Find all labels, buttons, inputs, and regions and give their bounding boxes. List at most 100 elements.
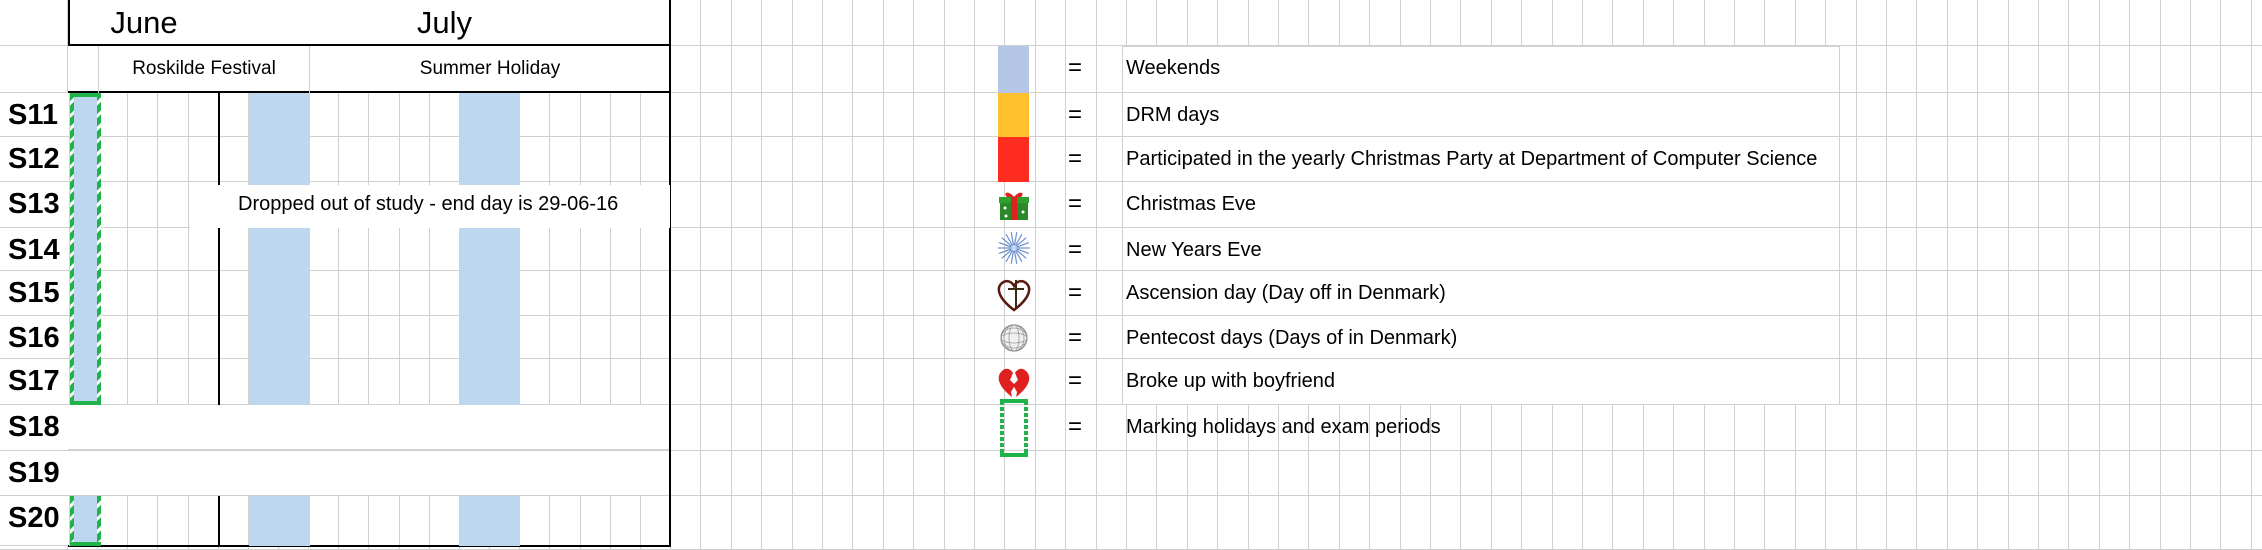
grid-cell[interactable] xyxy=(884,316,914,359)
grid-cell[interactable] xyxy=(2252,496,2262,550)
grid-cell[interactable] xyxy=(914,0,945,46)
grid-cell[interactable] xyxy=(1948,359,1978,405)
grid-cell[interactable] xyxy=(945,137,975,182)
grid-cell[interactable] xyxy=(158,316,189,359)
grid-cell[interactable] xyxy=(309,93,339,137)
grid-cell[interactable] xyxy=(550,359,581,405)
grid-cell[interactable] xyxy=(2039,359,2069,405)
grid-cell[interactable] xyxy=(1249,451,1279,496)
grid-cell[interactable] xyxy=(2161,93,2191,137)
grid-cell[interactable] xyxy=(1644,0,1674,46)
grid-cell[interactable] xyxy=(1553,0,1583,46)
grid-cell[interactable] xyxy=(1948,46,1978,93)
grid-cell[interactable] xyxy=(2161,359,2191,405)
grid-cell[interactable] xyxy=(1157,0,1188,46)
grid-cell[interactable] xyxy=(2039,0,2069,46)
grid-cell[interactable] xyxy=(1796,405,1826,451)
grid-cell[interactable] xyxy=(581,271,611,316)
grid-cell[interactable] xyxy=(2252,405,2262,451)
grid-cell[interactable] xyxy=(1978,0,2009,46)
grid-cell[interactable] xyxy=(793,137,823,182)
grid-cell[interactable] xyxy=(1887,451,1917,496)
grid-cell[interactable] xyxy=(762,405,793,451)
grid-cell[interactable] xyxy=(762,228,793,271)
grid-cell[interactable] xyxy=(339,271,369,316)
grid-cell[interactable] xyxy=(1705,451,1735,496)
grid-cell[interactable] xyxy=(975,451,1005,496)
grid-cell[interactable] xyxy=(550,137,581,182)
grid-cell[interactable] xyxy=(1005,228,1036,271)
grid-cell[interactable] xyxy=(1948,451,1978,496)
grid-cell[interactable] xyxy=(2191,137,2221,182)
grid-cell[interactable] xyxy=(2130,0,2161,46)
grid-cell[interactable] xyxy=(823,228,853,271)
grid-cell[interactable] xyxy=(1857,228,1887,271)
grid-cell[interactable] xyxy=(1826,0,1857,46)
grid-cell[interactable] xyxy=(1917,93,1948,137)
grid-cell[interactable] xyxy=(1005,0,1036,46)
grid-cell[interactable] xyxy=(975,496,1005,550)
grid-cell[interactable] xyxy=(2100,137,2130,182)
grid-cell[interactable] xyxy=(1917,496,1948,550)
grid-cell[interactable] xyxy=(823,359,853,405)
grid-cell[interactable] xyxy=(671,137,701,182)
grid-cell[interactable] xyxy=(1249,496,1279,550)
grid-cell[interactable] xyxy=(1644,451,1674,496)
grid-cell[interactable] xyxy=(1005,451,1036,496)
grid-cell[interactable] xyxy=(2221,405,2252,451)
grid-cell[interactable] xyxy=(219,93,249,137)
grid-cell[interactable] xyxy=(671,228,701,271)
grid-cell[interactable] xyxy=(0,0,68,46)
grid-cell[interactable] xyxy=(2191,451,2221,496)
grid-cell[interactable] xyxy=(128,359,158,405)
grid-cell[interactable] xyxy=(1522,405,1553,451)
grid-cell[interactable] xyxy=(98,93,128,137)
grid-cell[interactable] xyxy=(732,182,762,228)
grid-cell[interactable] xyxy=(762,0,793,46)
grid-cell[interactable] xyxy=(1857,0,1887,46)
grid-cell[interactable] xyxy=(369,137,400,182)
grid-cell[interactable] xyxy=(945,228,975,271)
grid-cell[interactable] xyxy=(1857,137,1887,182)
grid-cell[interactable] xyxy=(1887,0,1917,46)
grid-cell[interactable] xyxy=(2100,182,2130,228)
grid-cell[interactable] xyxy=(1036,451,1066,496)
grid-cell[interactable] xyxy=(1005,359,1036,405)
grid-cell[interactable] xyxy=(2252,93,2262,137)
grid-cell[interactable] xyxy=(762,451,793,496)
grid-cell[interactable] xyxy=(2039,93,2069,137)
grid-cell[interactable] xyxy=(520,228,550,271)
grid-cell[interactable] xyxy=(945,93,975,137)
grid-cell[interactable] xyxy=(793,316,823,359)
grid-cell[interactable] xyxy=(853,359,884,405)
grid-cell[interactable] xyxy=(219,137,249,182)
grid-cell[interactable] xyxy=(158,359,189,405)
grid-cell[interactable] xyxy=(1765,496,1796,550)
grid-cell[interactable] xyxy=(1978,228,2009,271)
grid-cell[interactable] xyxy=(2069,0,2100,46)
grid-cell[interactable] xyxy=(2221,93,2252,137)
grid-cell[interactable] xyxy=(1157,496,1188,550)
grid-cell[interactable] xyxy=(128,93,158,137)
grid-cell[interactable] xyxy=(823,93,853,137)
grid-cell[interactable] xyxy=(945,0,975,46)
grid-cell[interactable] xyxy=(2252,182,2262,228)
grid-cell[interactable] xyxy=(1066,46,1097,93)
grid-cell[interactable] xyxy=(1857,182,1887,228)
grid-cell[interactable] xyxy=(1857,496,1887,550)
grid-cell[interactable] xyxy=(1705,405,1735,451)
grid-cell[interactable] xyxy=(2161,46,2191,93)
grid-cell[interactable] xyxy=(2191,46,2221,93)
grid-cell[interactable] xyxy=(701,496,732,550)
grid-cell[interactable] xyxy=(1097,405,1127,451)
grid-cell[interactable] xyxy=(1279,496,1309,550)
grid-cell[interactable] xyxy=(520,137,550,182)
grid-cell[interactable] xyxy=(1036,0,1066,46)
grid-cell[interactable] xyxy=(400,228,430,271)
grid-cell[interactable] xyxy=(339,359,369,405)
grid-cell[interactable] xyxy=(339,316,369,359)
grid-cell[interactable] xyxy=(2221,316,2252,359)
grid-cell[interactable] xyxy=(2221,46,2252,93)
grid-cell[interactable] xyxy=(2252,359,2262,405)
grid-cell[interactable] xyxy=(2191,316,2221,359)
